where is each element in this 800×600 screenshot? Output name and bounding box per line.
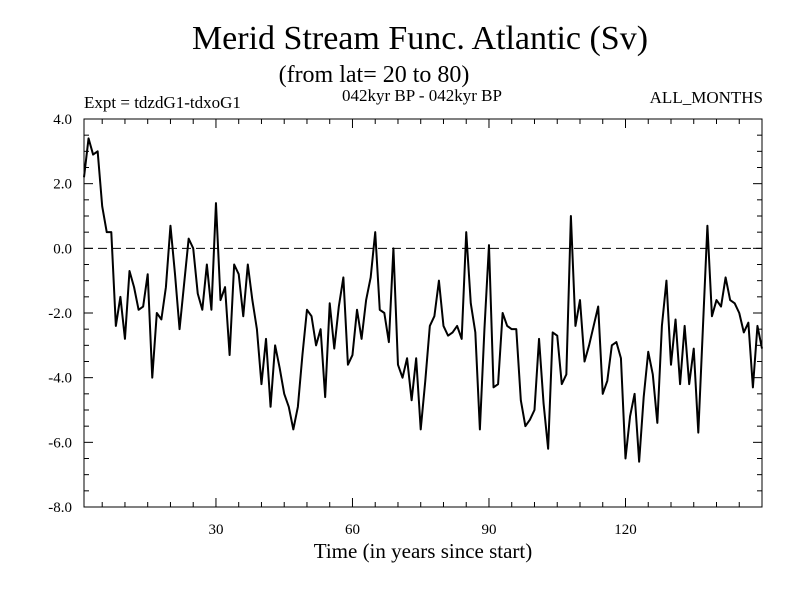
y-tick-label: -4.0: [48, 371, 72, 387]
y-tick-label: -2.0: [48, 306, 72, 322]
y-tick-label: 2.0: [53, 177, 72, 193]
x-axis-title: Time (in years since start): [314, 539, 533, 563]
x-tick-label: 120: [614, 522, 637, 538]
y-tick-label: -8.0: [48, 500, 72, 516]
y-tick-label: -6.0: [48, 435, 72, 451]
y-tick-label: 0.0: [53, 241, 72, 257]
months-label: ALL_MONTHS: [650, 88, 763, 107]
tick-labels: -8.0 -6.0 -4.0 -2.0 0.0 2.0 4.0 30 60 90 120: [48, 112, 636, 538]
experiment-label: Expt = tdzdG1-tdxoG1: [84, 93, 241, 112]
y-tick-label: 4.0: [53, 112, 72, 128]
series-line: [83, 137, 763, 463]
x-tick-label: 90: [481, 522, 496, 538]
chart-title: Merid Stream Func. Atlantic (Sv): [192, 20, 648, 57]
x-tick-label: 60: [345, 522, 360, 538]
period-label: 042kyr BP - 042kyr BP: [342, 86, 502, 105]
ticks: [84, 118, 763, 508]
chart-subtitle: (from lat= 20 to 80): [279, 62, 470, 88]
x-tick-label: 30: [208, 522, 223, 538]
plot-frame: [83, 118, 763, 508]
